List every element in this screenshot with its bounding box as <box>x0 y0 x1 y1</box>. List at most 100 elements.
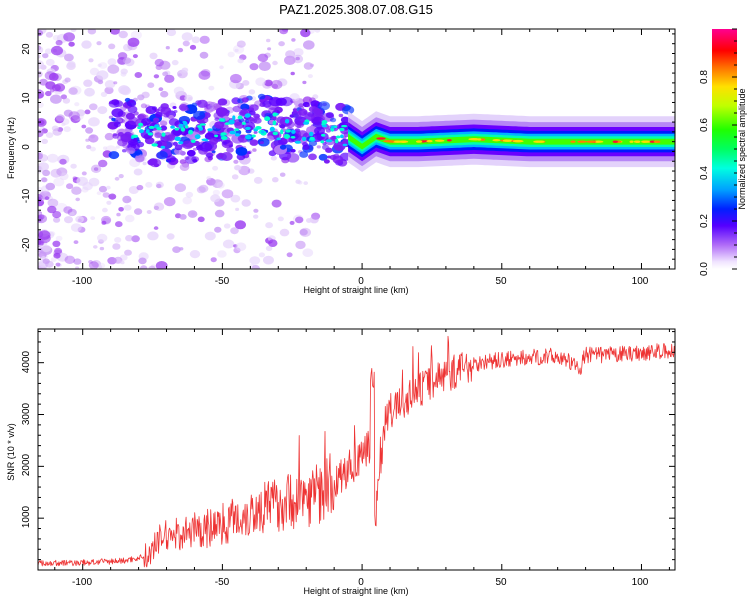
spectrogram-ticks <box>38 29 675 270</box>
spectrogram-noise-blob <box>263 255 274 265</box>
spectrogram-blob <box>168 118 179 126</box>
spectrogram-noise-blob <box>52 34 60 41</box>
spectrogram-core <box>294 140 301 144</box>
spectrogram-core <box>229 130 237 135</box>
spectrogram-noise-blob <box>53 252 61 259</box>
spectrogram-blob <box>192 158 198 163</box>
spectrogram-blob <box>316 132 329 142</box>
spectrogram-core <box>199 123 206 126</box>
spectrogram-core <box>138 122 144 127</box>
spectrogram-noise-blob <box>311 212 321 220</box>
spectrogram-blob <box>172 127 183 136</box>
spectrogram-noise-blob <box>45 58 55 66</box>
spectrogram-noise-blob <box>230 227 239 235</box>
spectrogram-core <box>180 127 186 132</box>
spectrogram-blob <box>166 134 176 142</box>
spectrogram-blob <box>122 149 127 153</box>
spectrogram-noise-blob <box>234 165 242 171</box>
spectrogram-blob <box>111 117 116 122</box>
spectrogram-noise-blob <box>50 94 62 104</box>
spectrogram-noise-blob <box>87 29 97 35</box>
spectrogram-noise-blob <box>73 258 82 265</box>
spectrogram-noise-blob <box>107 58 117 66</box>
spectrogram-core <box>325 139 333 143</box>
bottom-x-tick-label: 50 <box>495 577 507 588</box>
snr-frame <box>37 328 676 571</box>
spectrogram-noise-blob <box>75 266 80 269</box>
bottom-y-tick-label: 1000 <box>21 505 32 528</box>
spectrogram-blob <box>217 152 224 158</box>
spectrogram-noise-blob <box>120 260 125 265</box>
spectrogram-blob <box>204 132 215 140</box>
spectrogram-core <box>245 134 252 140</box>
spectrogram-noise-blob <box>131 235 140 243</box>
spectrogram-noise-blob <box>114 237 122 243</box>
spectrogram-noise-blob <box>234 220 246 230</box>
spectrogram-blob <box>323 159 330 164</box>
spectrogram-noise-blob <box>122 195 132 204</box>
spectrogram-noise-blob <box>38 54 41 59</box>
spectrogram-noise-blob <box>291 38 296 42</box>
colorbar-tick-label: 0.2 <box>699 214 710 228</box>
spectrogram-hotspot <box>641 140 648 143</box>
spectrogram-noise-blob <box>133 168 143 176</box>
spectrogram-core <box>341 124 348 128</box>
spectrogram-noise-blob <box>173 86 185 96</box>
spectrogram-blob <box>147 159 156 166</box>
spectrogram-core <box>251 134 256 138</box>
spectrogram-blob <box>209 107 216 112</box>
spectrogram-noise-blob <box>84 87 95 97</box>
spectrogram-noise-blob <box>217 250 227 258</box>
spectrogram-noise-blob <box>179 159 187 165</box>
spectrogram-noise-blob <box>63 109 73 117</box>
bottom-x-axis-label: Height of straight line (km) <box>303 586 408 596</box>
top-y-tick-label: -10 <box>21 188 32 203</box>
spectrogram-noise-blob <box>38 120 45 125</box>
spectrogram-core <box>174 136 182 141</box>
spectrogram-core <box>308 131 314 137</box>
spectrogram-noise-blob <box>285 50 296 59</box>
spectrogram-blob <box>306 104 311 108</box>
spectrogram-noise-blob <box>67 208 77 217</box>
spectrogram-noise-blob <box>158 87 164 92</box>
spectrogram-noise-blob <box>67 61 76 68</box>
spectrogram-noise-blob <box>51 45 63 56</box>
spectrogram-noise-blob <box>62 79 68 84</box>
spectrogram-noise-blob <box>38 60 44 70</box>
spectrogram-noise-blob <box>231 174 239 180</box>
spectrogram-core <box>320 140 325 144</box>
spectrogram-noise-blob <box>98 262 106 269</box>
top-y-tick-label: -20 <box>21 237 32 252</box>
spectrogram-blob <box>222 141 228 146</box>
spectrogram-noise-blob <box>85 127 94 134</box>
spectrogram-noise-blob <box>309 63 315 67</box>
spectrogram-noise-blob <box>309 216 319 224</box>
spectrogram-blob <box>172 106 177 109</box>
spectrogram-noise-blob <box>41 138 48 144</box>
spectrogram-noise-blob <box>50 257 57 262</box>
spectrogram-blob <box>193 110 206 120</box>
spectrogram-noise-blob <box>216 181 225 189</box>
spectrogram-core <box>303 121 310 125</box>
spectrogram-noise-blob <box>41 244 52 252</box>
spectrogram-noise-blob <box>38 214 45 220</box>
spectrogram-noise-blob <box>265 245 273 252</box>
spectrogram-noise-blob <box>181 67 189 73</box>
spectrogram-core <box>276 137 282 141</box>
spectrogram-noise-blob <box>52 128 62 136</box>
spectrogram-noise-blob <box>102 192 110 198</box>
spectrogram-noise-blob <box>107 64 120 74</box>
bottom-x-tick-label: -50 <box>215 577 230 588</box>
spectrogram-core <box>272 112 278 117</box>
spectrogram-noise-blob <box>98 185 108 193</box>
spectrogram-noise-blob <box>106 200 112 205</box>
spectrogram-blob <box>312 116 324 126</box>
spectrogram-core <box>301 136 307 141</box>
spectrogram-noise-blob <box>82 182 93 191</box>
spectrogram-noise-blob <box>230 194 241 203</box>
spectrogram-noise-blob <box>99 246 105 251</box>
spectrogram-core <box>190 139 196 143</box>
spectrogram-core <box>330 125 335 129</box>
spectrogram-blob <box>197 99 208 108</box>
spectrogram-noise-blob <box>160 90 169 98</box>
